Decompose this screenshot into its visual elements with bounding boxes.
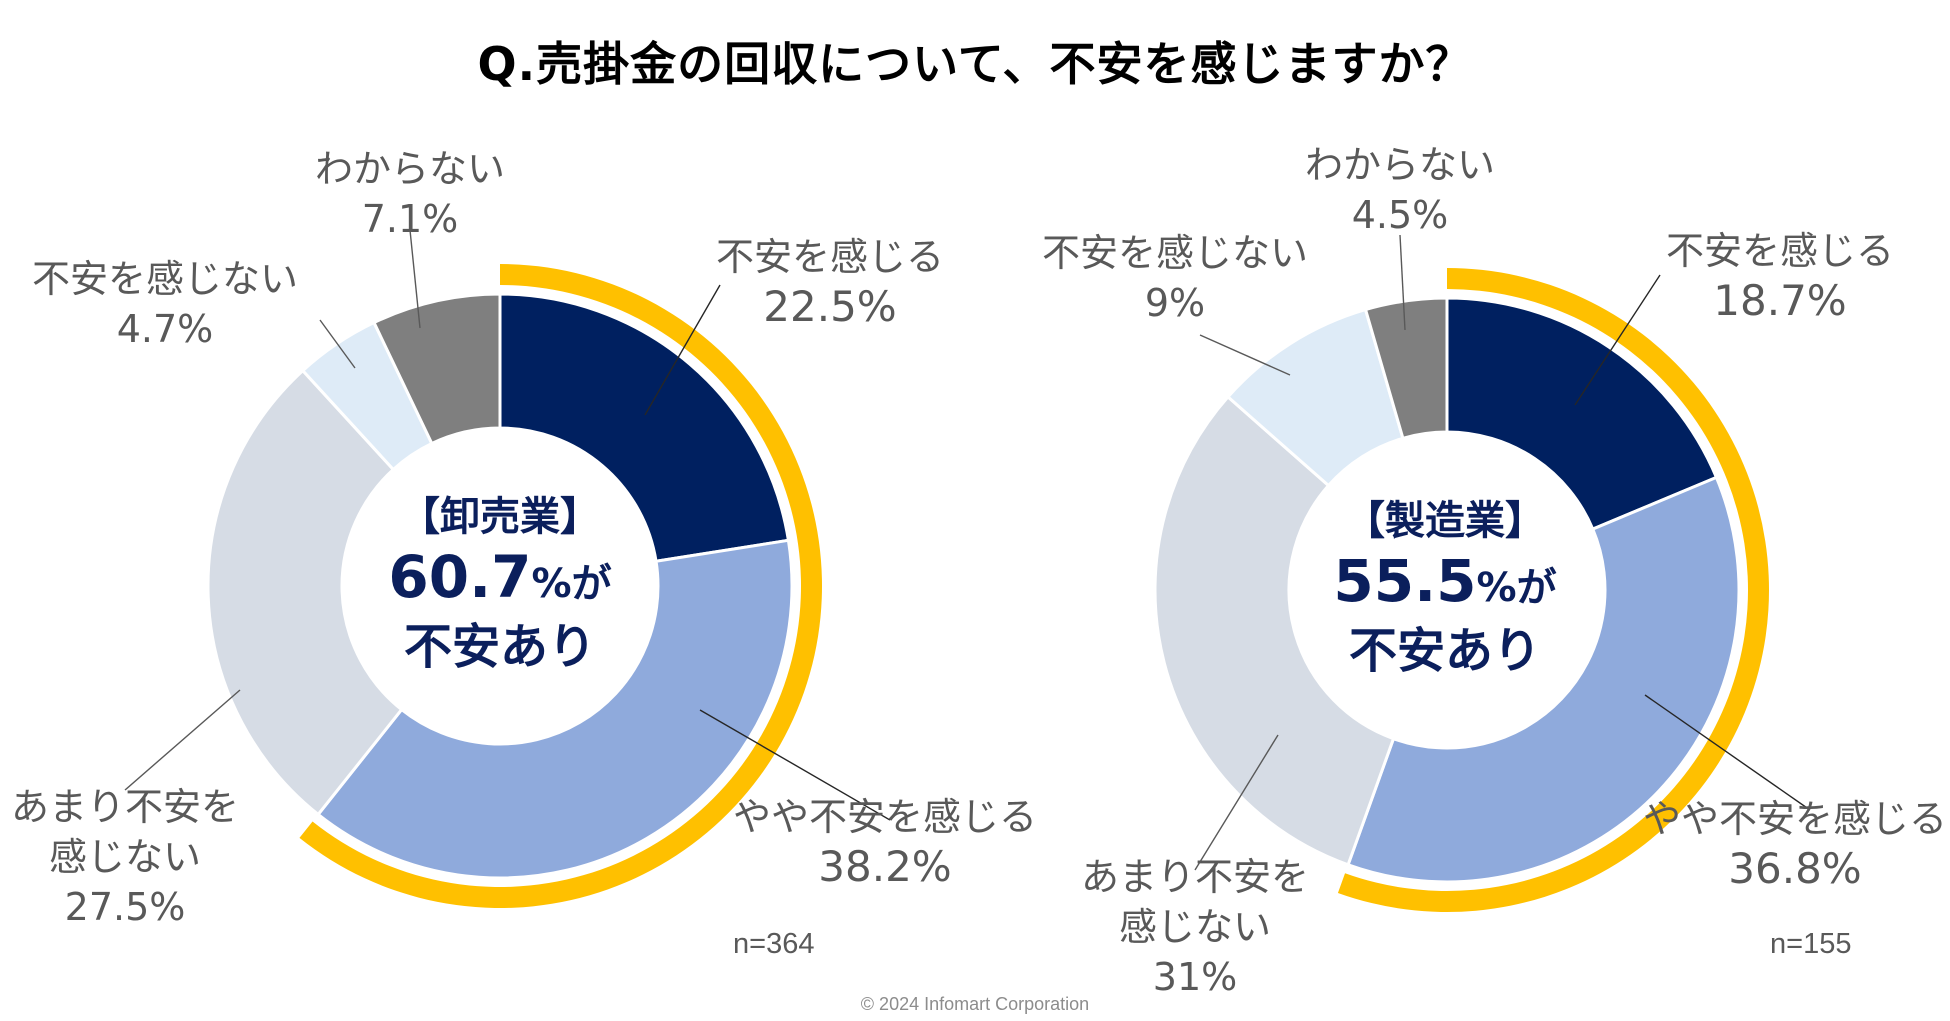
leader-line-fuan-kanjiru	[644, 284, 721, 416]
label-amari-fuan-left: あまり不安を 感じない 27.5%	[0, 782, 250, 932]
center-sub: 不安あり	[1348, 623, 1541, 679]
label-amari-fuan-right: あまり不安を 感じない 31%	[1065, 852, 1325, 1002]
value-label: 38.2%	[818, 842, 952, 891]
slice-wakaranai	[1363, 296, 1449, 441]
value-label: 9%	[1144, 281, 1206, 325]
slice-yaya-fuan	[1346, 475, 1741, 884]
segment-label: 【卸売業】	[400, 494, 600, 540]
label-kanjinai-left: 不安を感じない 4.7%	[20, 254, 310, 354]
slice-wakaranai	[372, 292, 502, 446]
label-yaya-fuan-right: やや不安を感じる 36.8%	[1640, 794, 1950, 894]
leader-line-kanjinai	[319, 319, 356, 369]
leader-line-wakaranai	[409, 229, 421, 329]
value-label: 7.1%	[361, 197, 459, 241]
leader-line-amari-fuan	[124, 689, 241, 791]
value-label: 18.7%	[1713, 276, 1847, 325]
value-label: 36.8%	[1728, 844, 1862, 893]
center-text-right: 【製造業】 55.5%が 不安あり	[1295, 494, 1595, 681]
slice-amari-fuan	[1153, 394, 1396, 867]
slice-fuan-kanjiru	[498, 292, 791, 563]
copyright: © 2024 Infomart Corporation	[860, 994, 1090, 1014]
sample-size-left: n=364	[733, 928, 815, 960]
label-yaya-fuan-left: やや不安を感じる 38.2%	[720, 792, 1050, 892]
label-fuan-kanjiru-right: 不安を感じる 18.7%	[1650, 226, 1910, 326]
value-label: 27.5%	[64, 885, 186, 929]
segment-label: 【製造業】	[1345, 498, 1545, 544]
donut-chart-left	[124, 229, 891, 908]
donut-hole	[343, 429, 657, 743]
leader-line-wakaranai	[1399, 234, 1406, 331]
leader-line-kanjinai	[1199, 334, 1291, 376]
chart-title: Q.売掛金の回収について、不安を感じますか？	[477, 37, 1473, 91]
center-value: 60.7	[388, 543, 532, 611]
leader-line-fuan-kanjiru	[1574, 274, 1661, 406]
center-sub: 不安あり	[403, 619, 596, 675]
leader-line-yaya-fuan	[1644, 694, 1811, 811]
slice-fuan-kanjiru	[1445, 296, 1719, 532]
label-fuan-kanjiru-left: 不安を感じる 22.5%	[700, 232, 960, 332]
center-text-left: 【卸売業】 60.7%が 不安あり	[350, 490, 650, 677]
center-value: 55.5	[1333, 547, 1477, 615]
slice-yaya-fuan	[316, 538, 794, 880]
label-kanjinai-right: 不安を感じない 9%	[1030, 228, 1320, 328]
value-label: 4.7%	[116, 307, 214, 351]
donut-hole	[1290, 433, 1604, 747]
leader-line-yaya-fuan	[699, 709, 891, 821]
center-unit: %が	[1476, 565, 1557, 611]
label-wakaranai-right: わからない 4.5%	[1280, 140, 1520, 240]
leader-line-amari-fuan	[1194, 734, 1279, 871]
label-wakaranai-left: わからない 7.1%	[290, 144, 530, 244]
value-label: 4.5%	[1351, 193, 1449, 237]
center-unit: %が	[531, 561, 612, 607]
value-label: 31%	[1152, 955, 1238, 999]
sample-size-right: n=155	[1770, 928, 1852, 960]
donut-chart-right	[1153, 234, 1811, 913]
value-label: 22.5%	[763, 282, 897, 331]
